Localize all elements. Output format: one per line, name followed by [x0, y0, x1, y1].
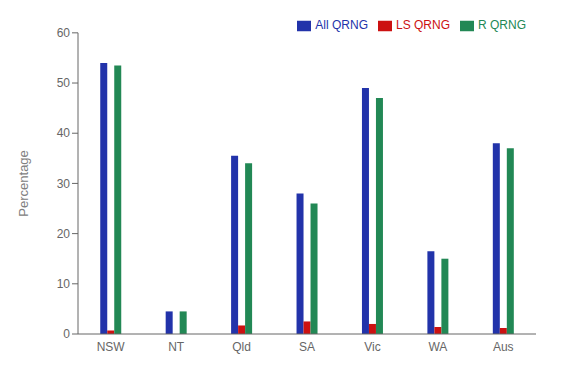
- svg-text:Vic: Vic: [364, 340, 380, 354]
- svg-text:40: 40: [57, 126, 71, 140]
- svg-text:30: 30: [57, 177, 71, 191]
- svg-text:NT: NT: [168, 340, 185, 354]
- svg-text:Percentage: Percentage: [16, 150, 31, 217]
- svg-text:20: 20: [57, 227, 71, 241]
- svg-text:SA: SA: [299, 340, 315, 354]
- svg-text:Aus: Aus: [493, 340, 514, 354]
- html-text:LS QRNG: LS QRNG: [396, 18, 450, 32]
- html-text:All QRNG: All QRNG: [315, 18, 368, 32]
- svg-text:Qld: Qld: [232, 340, 251, 354]
- html-text:R QRNG: R QRNG: [478, 18, 526, 32]
- svg-text:50: 50: [57, 76, 71, 90]
- svg-text:10: 10: [57, 277, 71, 291]
- svg-text:60: 60: [57, 26, 71, 40]
- svg-text:NSW: NSW: [97, 340, 126, 354]
- svg-text:WA: WA: [428, 340, 447, 354]
- svg-text:0: 0: [63, 327, 70, 341]
